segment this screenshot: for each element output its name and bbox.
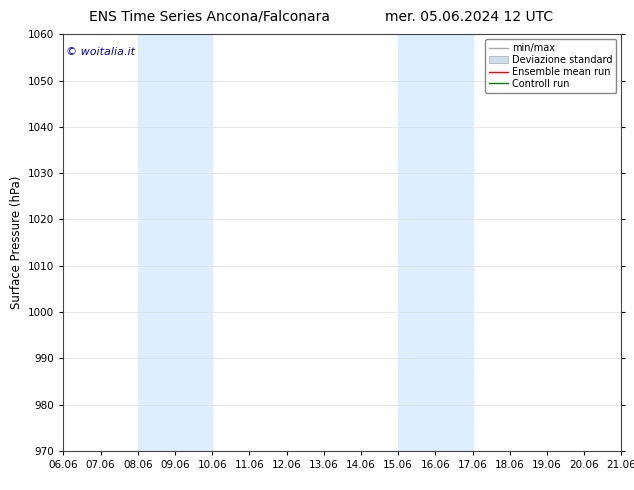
Bar — [398, 34, 472, 451]
Text: © woitalia.it: © woitalia.it — [66, 47, 135, 57]
Legend: min/max, Deviazione standard, Ensemble mean run, Controll run: min/max, Deviazione standard, Ensemble m… — [485, 39, 616, 93]
Bar — [138, 34, 212, 451]
Text: ENS Time Series Ancona/Falconara: ENS Time Series Ancona/Falconara — [89, 10, 330, 24]
Text: mer. 05.06.2024 12 UTC: mer. 05.06.2024 12 UTC — [385, 10, 553, 24]
Y-axis label: Surface Pressure (hPa): Surface Pressure (hPa) — [10, 176, 23, 309]
